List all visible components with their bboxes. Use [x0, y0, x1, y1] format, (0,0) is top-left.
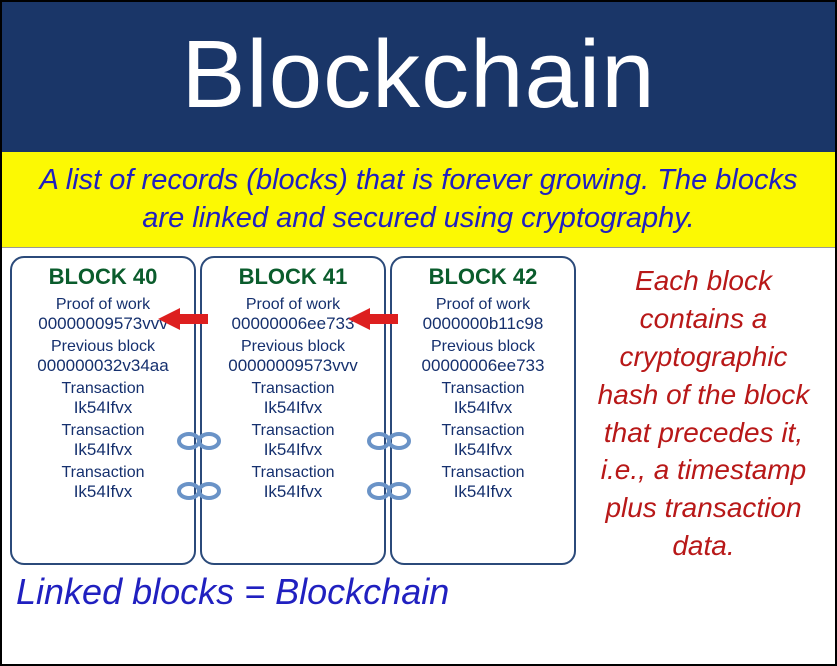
prev-value: 00000006ee733 — [396, 356, 570, 376]
tx-value: Ik54Ifvx — [396, 398, 570, 418]
prev-label: Previous block — [396, 338, 570, 356]
tx-label: Transaction — [396, 464, 570, 482]
tx-value: Ik54Ifvx — [396, 482, 570, 502]
prev-value: 00000009573vvv — [206, 356, 380, 376]
tx-label: Transaction — [396, 422, 570, 440]
tx-value: Ik54Ifvx — [16, 440, 190, 460]
chain-link-icon — [176, 478, 222, 504]
chain-link-icon — [366, 428, 412, 454]
side-note: Each block contains a cryptographic hash… — [576, 256, 827, 564]
block-title: BLOCK 42 — [396, 264, 570, 290]
block-0: BLOCK 40Proof of work00000009573vvvPrevi… — [10, 256, 196, 564]
block-2: BLOCK 42 Proof of work0000000b11c98 Previo… — [390, 256, 576, 564]
proof-label: Proof of work — [396, 296, 570, 314]
tx-label: Transaction — [206, 380, 380, 398]
block-title: BLOCK 40 — [16, 264, 190, 290]
tx-label: Transaction — [206, 464, 380, 482]
footer-caption: Linked blocks = Blockchain — [2, 565, 835, 613]
tx-value: Ik54Ifvx — [206, 440, 380, 460]
tx-label: Transaction — [16, 422, 190, 440]
prev-label: Previous block — [206, 338, 380, 356]
proof-value: 0000000b11c98 — [396, 314, 570, 334]
main-area: BLOCK 40Proof of work00000009573vvvPrevi… — [2, 248, 835, 564]
tx-label: Transaction — [16, 380, 190, 398]
definition-banner: A list of records (blocks) that is forev… — [2, 152, 835, 248]
arrow-icon — [158, 304, 208, 334]
chain-link-icon — [176, 428, 222, 454]
blocks-row: BLOCK 40Proof of work00000009573vvvPrevi… — [10, 256, 576, 564]
block-1: BLOCK 41Proof of work00000006ee733Previo… — [200, 256, 386, 564]
arrow-icon — [348, 304, 398, 334]
tx-value: Ik54Ifvx — [396, 440, 570, 460]
tx-value: Ik54Ifvx — [16, 482, 190, 502]
chain-link-icon — [366, 478, 412, 504]
page-title: Blockchain — [2, 2, 835, 152]
prev-value: 000000032v34aa — [16, 356, 190, 376]
tx-label: Transaction — [206, 422, 380, 440]
tx-value: Ik54Ifvx — [16, 398, 190, 418]
block-title: BLOCK 41 — [206, 264, 380, 290]
prev-label: Previous block — [16, 338, 190, 356]
tx-value: Ik54Ifvx — [206, 398, 380, 418]
tx-value: Ik54Ifvx — [206, 482, 380, 502]
tx-label: Transaction — [16, 464, 190, 482]
tx-label: Transaction — [396, 380, 570, 398]
